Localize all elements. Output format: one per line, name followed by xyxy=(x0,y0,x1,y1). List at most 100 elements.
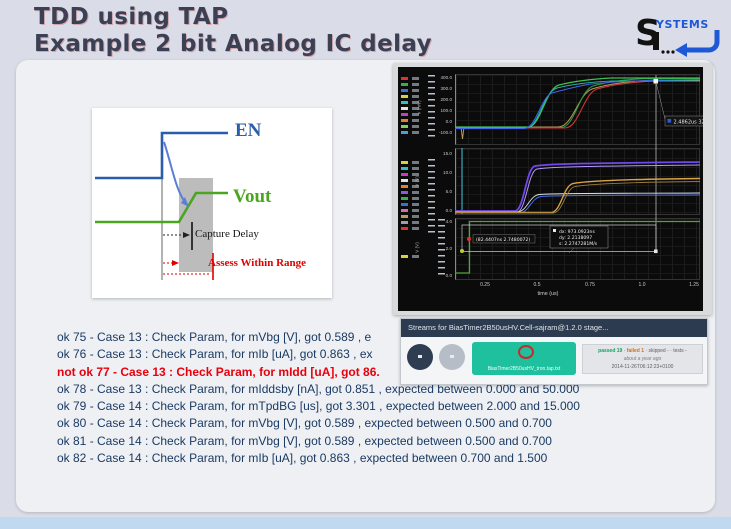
tap-log: ok 75 - Case 13 : Check Param, for mVbg … xyxy=(57,329,717,467)
waveform-viewer: 400.0 300.0 200.0 100.0 0.0 -100.0 V (mV… xyxy=(398,67,703,311)
logo-text: YSTEMS xyxy=(655,18,709,31)
run-summary: passed 19 · failed 1 · skipped - · tests… xyxy=(582,344,703,374)
signal-color-swatch xyxy=(401,214,408,218)
en-label: EN xyxy=(235,120,262,141)
signal-color-swatch xyxy=(401,106,408,110)
signal-color-swatch xyxy=(401,178,408,182)
signal-legend-group2 xyxy=(401,159,408,231)
signal-color-swatch xyxy=(401,160,408,164)
legend-values-col xyxy=(428,159,435,233)
signal-color-swatch xyxy=(401,190,408,194)
ytick: -100.0 xyxy=(438,130,452,135)
bottom-strip xyxy=(0,517,731,529)
other-counts: · skipped - · tests - xyxy=(645,348,687,354)
vout-label: Vout xyxy=(233,186,272,207)
ytick: 10.0 xyxy=(443,170,452,175)
measure-line1: dx: 973.0923ns xyxy=(559,229,595,235)
title-line1: TDD using TAP xyxy=(34,4,229,30)
log-line: ok 75 - Case 13 : Check Param, for mVbg … xyxy=(57,330,372,344)
ytick: 200.0 xyxy=(440,97,453,102)
signal-color-swatch xyxy=(401,112,408,116)
result-donut-passed[interactable] xyxy=(407,344,433,370)
diagram-traces xyxy=(95,131,228,280)
en-trace xyxy=(95,131,228,180)
legend-values-col xyxy=(428,75,435,137)
measure-line2: dy: 2.2138097 xyxy=(559,235,592,241)
log-line: ok 79 - Case 14 : Check Param, for mTpdB… xyxy=(57,399,580,414)
systems-logo-icon: S YSTEMS xyxy=(635,13,720,57)
ytick: 4.0 xyxy=(445,219,452,224)
legend-values-col xyxy=(438,219,445,277)
ytick: 300.0 xyxy=(440,86,453,91)
signal-color-swatch xyxy=(401,100,408,104)
signal-color-swatch xyxy=(401,88,408,92)
signal-color-swatch xyxy=(401,196,408,200)
signal-color-swatch xyxy=(401,166,408,170)
donut-center xyxy=(418,355,422,358)
signal-color-swatch xyxy=(401,184,408,188)
slide-title: TDD using TAP Example 2 bit Analog IC de… xyxy=(34,4,432,58)
ytick: 2.0 xyxy=(445,246,452,251)
xtick: 0.25 xyxy=(480,282,490,288)
marker-dot-yellow xyxy=(460,249,464,253)
xtick: 1.25 xyxy=(689,282,699,288)
signal-color-swatch xyxy=(401,172,408,176)
vout-trace xyxy=(95,191,228,224)
tap-file-name: BiasTimer2B50usHV_tron.tap.txt xyxy=(487,366,561,372)
ytick: 15.0 xyxy=(443,151,452,156)
waveform-pane-middle xyxy=(455,148,700,215)
donut-center xyxy=(450,355,454,358)
capture-delay-label: Capture Delay xyxy=(195,228,259,240)
failed-count: failed 1 xyxy=(626,348,645,354)
signal-color-swatch xyxy=(401,208,408,212)
signal-color-swatch xyxy=(401,118,408,122)
signal-color-swatch xyxy=(401,82,408,86)
ytick: 5.0 xyxy=(445,189,452,194)
signal-legend-group3 xyxy=(401,253,408,259)
signal-color-swatch xyxy=(401,76,408,80)
result-donut-secondary[interactable] xyxy=(439,344,465,370)
log-line: ok 78 - Case 13 : Check Param, for mIdds… xyxy=(57,381,580,396)
signal-color-swatch xyxy=(401,202,408,206)
log-line-fail: not ok 77 - Case 13 : Check Param, for m… xyxy=(57,364,380,379)
assess-range-label: Assess Within Range xyxy=(208,257,307,269)
xtick: 1.0 xyxy=(638,282,646,288)
passed-count: passed 19 xyxy=(598,348,623,354)
measure-line3: s: 2.2747281M/s xyxy=(559,241,598,247)
record-ring-icon xyxy=(518,345,534,359)
streams-window: Streams for BiasTimer2B50usHV.Cell-sajra… xyxy=(400,318,708,385)
signal-color-swatch xyxy=(401,124,408,128)
ytick: 400.0 xyxy=(440,75,453,80)
log-line: ok 80 - Case 14 : Check Param, for mVbg … xyxy=(57,416,552,431)
capture-delay-diagram: EN Vout Capture Delay Assess Within Rang… xyxy=(92,108,332,298)
systems-logo: S YSTEMS xyxy=(633,12,727,58)
ytick: 100.0 xyxy=(440,108,453,113)
cursor-readout: 2.4862us 326.258mV xyxy=(674,120,704,126)
log-line: ok 76 - Case 13 : Check Param, for mIb [… xyxy=(57,347,373,362)
signal-color-swatch xyxy=(401,220,408,224)
run-timestamp: 2014-11-26T06:12:23+0100 xyxy=(611,364,674,370)
tap-file-chip[interactable]: BiasTimer2B50usHV_tron.tap.txt xyxy=(472,342,576,375)
ytick: 0.0 xyxy=(445,208,452,213)
log-line: ok 82 - Case 14 : Check Param, for mIb [… xyxy=(57,451,548,466)
xtick: 0.5 xyxy=(533,282,541,288)
streams-titlebar[interactable]: Streams for BiasTimer2B50usHV.Cell-sajra… xyxy=(401,319,707,337)
ytick: 0.0 xyxy=(445,119,452,124)
marker-readout: (82.4407ns 2.7480072) xyxy=(476,237,530,243)
signal-color-swatch xyxy=(401,226,408,230)
cursor-marker xyxy=(653,79,658,84)
signal-color-swatch xyxy=(401,254,408,258)
waveform-traces: 2.4862us 326.258mV (82.4407ns 2.7480072)… xyxy=(455,75,704,274)
xtick: 0.75 xyxy=(585,282,595,288)
log-line: ok 81 - Case 14 : Check Param, for mVbg … xyxy=(57,433,552,448)
marker-dot-red xyxy=(467,237,471,241)
run-stats: passed 19 · failed 1 · skipped - · tests… xyxy=(598,348,687,354)
run-age: about a year ago xyxy=(623,356,662,362)
signal-color-swatch xyxy=(401,94,408,98)
signal-legend-group1 xyxy=(401,75,408,135)
ytick: 0.0 xyxy=(445,273,452,278)
signal-color-swatch xyxy=(401,130,408,134)
title-line2: Example 2 bit Analog IC delay xyxy=(34,31,432,57)
time-axis-label: time (us) xyxy=(537,291,559,297)
